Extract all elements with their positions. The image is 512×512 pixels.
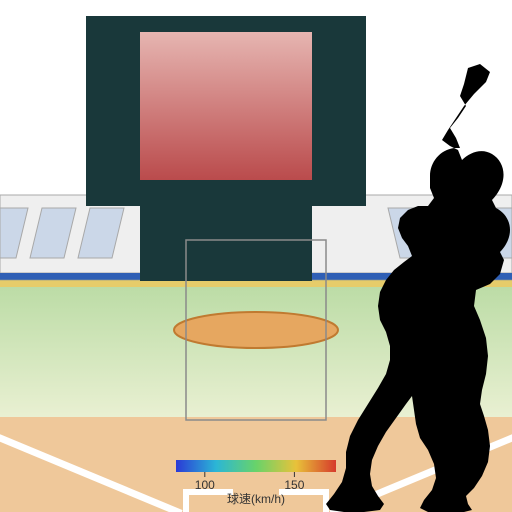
scoreboard-screen <box>140 32 312 180</box>
scene-svg: 100 150球速(km/h) <box>0 0 512 512</box>
strike-zone <box>186 240 326 420</box>
speed-legend-bar <box>176 460 336 472</box>
legend-tick-label: 100 <box>195 478 215 492</box>
legend-axis-label: 球速(km/h) <box>227 492 285 506</box>
legend-tick-label: 150 <box>284 478 304 492</box>
